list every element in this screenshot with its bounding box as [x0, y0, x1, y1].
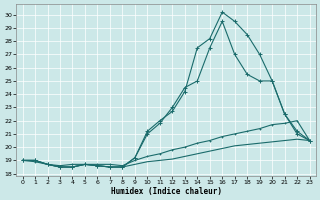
X-axis label: Humidex (Indice chaleur): Humidex (Indice chaleur)	[111, 187, 221, 196]
